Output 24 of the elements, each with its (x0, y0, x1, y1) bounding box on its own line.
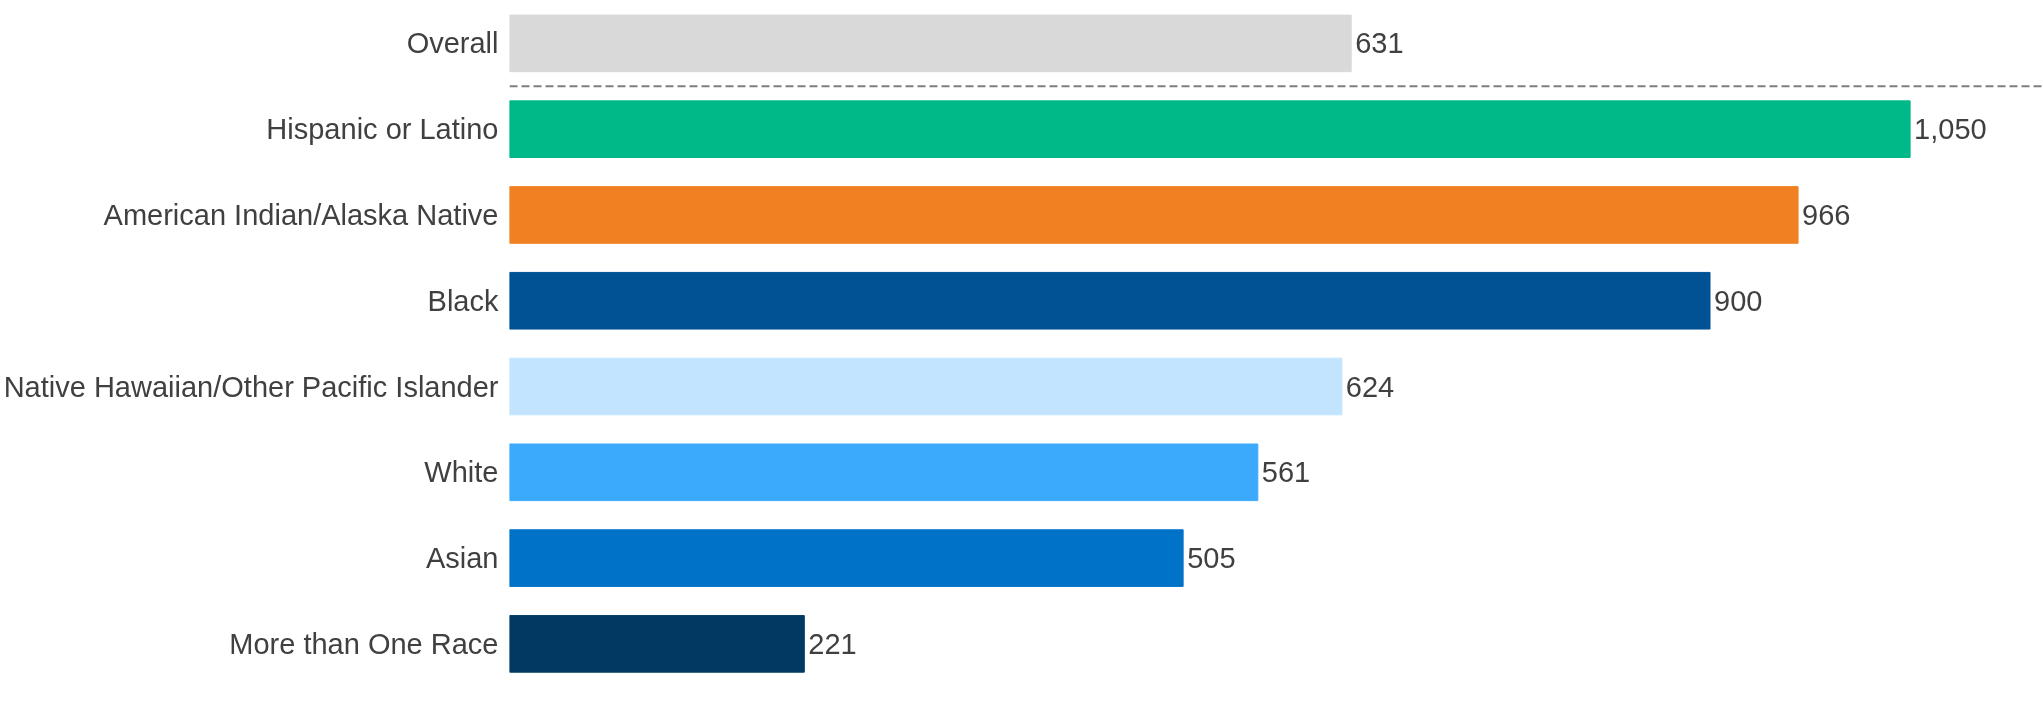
y-tick-label: White (424, 456, 499, 489)
bar (509, 443, 1259, 502)
data-label: 561 (1261, 456, 1311, 489)
bar (509, 14, 1352, 73)
data-label: 631 (1355, 27, 1404, 60)
bar (509, 271, 1711, 330)
data-label: 1,050 (1914, 113, 1987, 146)
bar (509, 186, 1799, 244)
y-tick-label: Hispanic or Latino (266, 113, 499, 146)
y-tick-label: American Indian/Alaska Native (103, 198, 499, 231)
y-tick-label: Overall (406, 27, 499, 60)
bar (509, 357, 1343, 416)
bar (509, 100, 1911, 158)
data-label: 624 (1345, 370, 1395, 403)
data-label: 221 (808, 627, 857, 660)
data-label: 505 (1187, 542, 1236, 575)
bar (509, 529, 1184, 587)
y-tick-label: Asian (425, 542, 499, 575)
y-tick-label: Native Hawaiian/Other Pacific Islander (3, 370, 499, 403)
bar (509, 615, 805, 673)
y-tick-label: More than One Race (229, 627, 499, 660)
y-tick-label: Black (427, 284, 499, 317)
data-label: 966 (1802, 198, 1851, 231)
data-label: 900 (1714, 284, 1763, 317)
